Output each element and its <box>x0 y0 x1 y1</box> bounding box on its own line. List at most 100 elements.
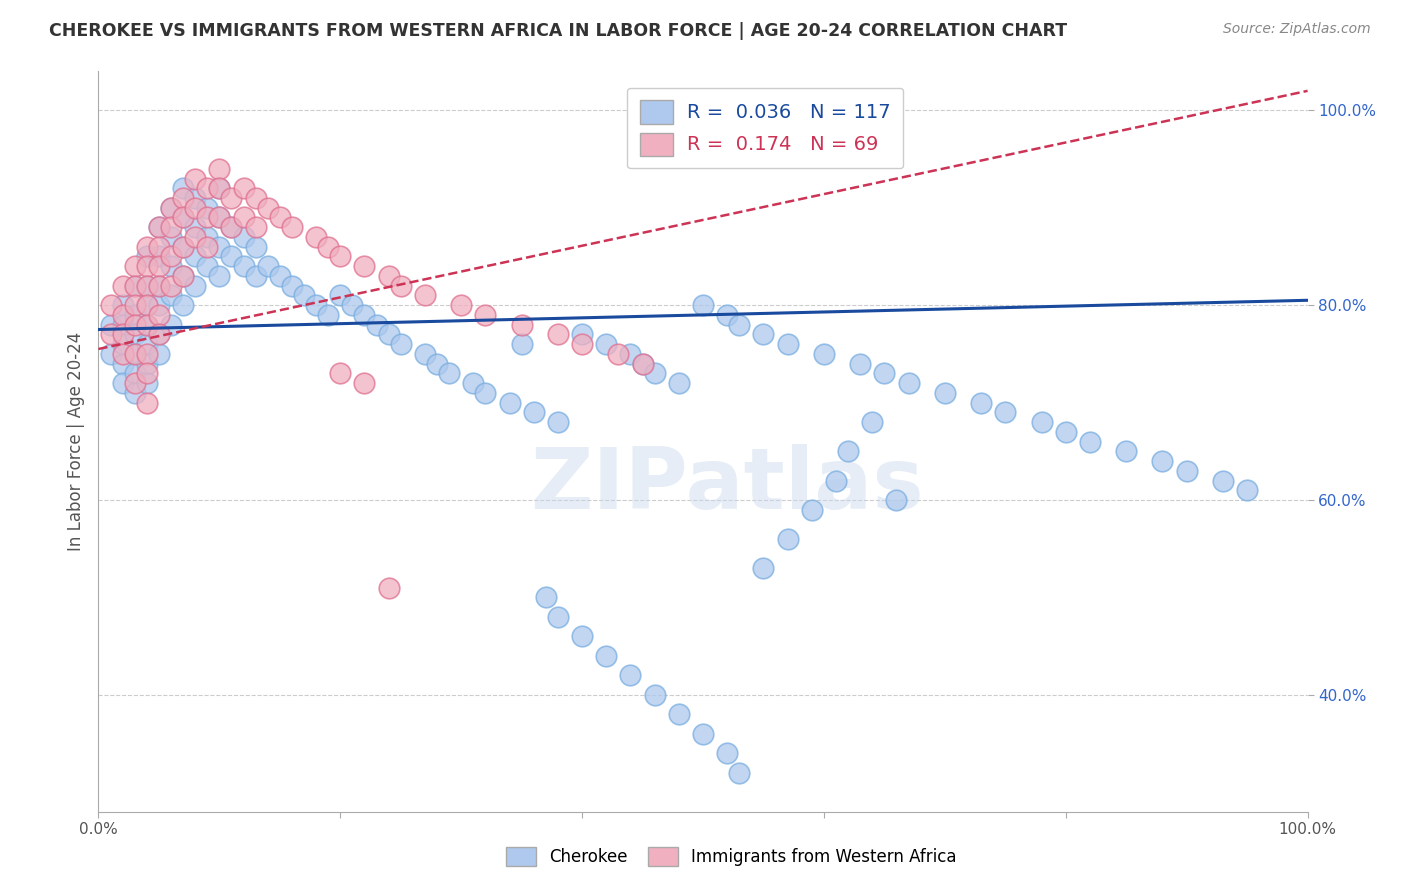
Point <box>752 561 775 575</box>
Point <box>221 250 243 264</box>
Point <box>245 191 267 205</box>
Point <box>305 298 328 312</box>
Point <box>148 278 170 293</box>
Point <box>111 337 134 351</box>
Point <box>377 581 399 595</box>
Point <box>571 337 593 351</box>
Point <box>692 298 714 312</box>
Point <box>510 337 533 351</box>
Point <box>135 259 157 273</box>
Point <box>184 278 207 293</box>
Point <box>124 278 146 293</box>
Point <box>329 288 352 302</box>
Point <box>124 376 146 390</box>
Point <box>160 220 183 235</box>
Point <box>342 298 364 312</box>
Point <box>172 211 194 225</box>
Point <box>316 308 339 322</box>
Point <box>970 395 993 409</box>
Point <box>208 240 231 254</box>
Point <box>644 688 666 702</box>
Point <box>160 259 183 273</box>
Point <box>510 318 533 332</box>
Point <box>547 610 569 624</box>
Point <box>716 308 738 322</box>
Point <box>124 318 146 332</box>
Point <box>135 357 157 371</box>
Point <box>752 327 775 342</box>
Point <box>329 250 352 264</box>
Point <box>631 357 654 371</box>
Point <box>148 347 170 361</box>
Point <box>160 201 183 215</box>
Point <box>195 230 218 244</box>
Point <box>148 220 170 235</box>
Point <box>160 201 183 215</box>
Point <box>124 308 146 322</box>
Point <box>450 298 472 312</box>
Point <box>195 211 218 225</box>
Point <box>111 347 134 361</box>
Point <box>124 298 146 312</box>
Point <box>111 357 134 371</box>
Point <box>111 327 134 342</box>
Point <box>135 337 157 351</box>
Point <box>184 201 207 215</box>
Point <box>281 220 304 235</box>
Point <box>221 191 243 205</box>
Point <box>135 240 157 254</box>
Point <box>232 259 254 273</box>
Point <box>534 591 557 605</box>
Point <box>172 240 194 254</box>
Point <box>148 308 170 322</box>
Point <box>124 347 146 361</box>
Point <box>148 259 170 273</box>
Point <box>389 278 412 293</box>
Point <box>619 347 641 361</box>
Point <box>124 278 146 293</box>
Point <box>644 367 666 381</box>
Point <box>111 308 134 322</box>
Point <box>160 250 183 264</box>
Point <box>547 327 569 342</box>
Point <box>172 240 194 254</box>
Point <box>124 347 146 361</box>
Point <box>994 405 1017 419</box>
Text: ZIPatlas: ZIPatlas <box>530 444 924 527</box>
Point <box>135 298 157 312</box>
Point <box>860 415 883 429</box>
Legend: Cherokee, Immigrants from Western Africa: Cherokee, Immigrants from Western Africa <box>499 840 963 873</box>
Point <box>184 220 207 235</box>
Point <box>232 230 254 244</box>
Point <box>208 161 231 176</box>
Point <box>160 230 183 244</box>
Point <box>135 347 157 361</box>
Point <box>172 298 194 312</box>
Point <box>160 278 183 293</box>
Point <box>377 327 399 342</box>
Point <box>111 318 134 332</box>
Point <box>571 327 593 342</box>
Point <box>148 327 170 342</box>
Point <box>111 376 134 390</box>
Point <box>100 318 122 332</box>
Point <box>232 181 254 195</box>
Point <box>172 211 194 225</box>
Point <box>184 171 207 186</box>
Point <box>281 278 304 293</box>
Point <box>813 347 835 361</box>
Point <box>353 259 375 273</box>
Point <box>135 278 157 293</box>
Point <box>934 385 956 400</box>
Point <box>426 357 449 371</box>
Point <box>1212 474 1234 488</box>
Point <box>523 405 546 419</box>
Point <box>437 367 460 381</box>
Point <box>124 259 146 273</box>
Point <box>148 278 170 293</box>
Point <box>631 357 654 371</box>
Point <box>571 629 593 643</box>
Point <box>463 376 485 390</box>
Point <box>111 298 134 312</box>
Point <box>245 268 267 283</box>
